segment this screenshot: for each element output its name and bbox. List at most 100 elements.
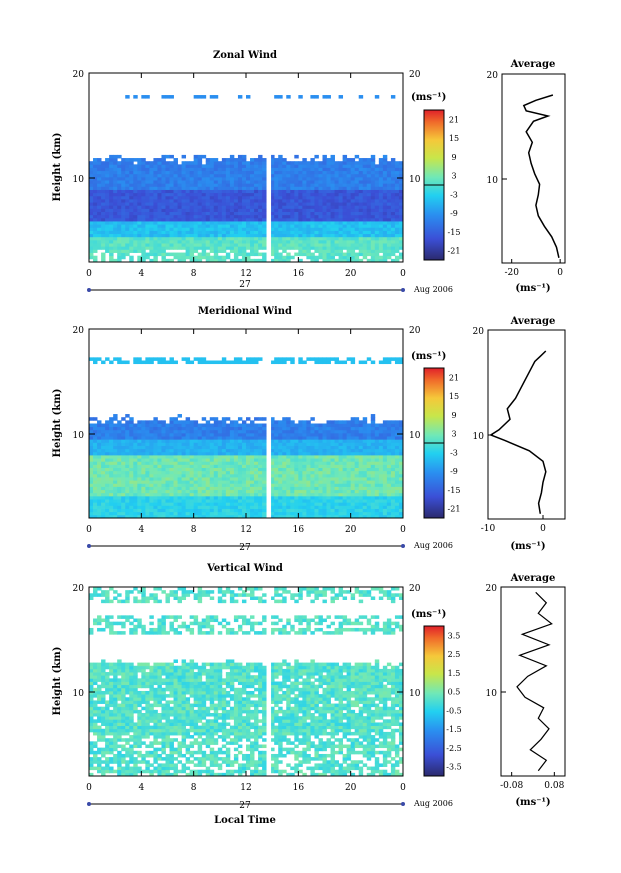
heatmap-cell (286, 467, 291, 472)
heatmap-cell (282, 442, 287, 446)
heatmap-cell (237, 473, 243, 478)
heatmap-cell (105, 439, 110, 443)
heatmap-cell (149, 436, 154, 440)
heatmap-cell (318, 164, 323, 168)
heatmap-cell (334, 492, 339, 497)
heatmap-cell (386, 214, 392, 219)
heatmap-cell (310, 208, 315, 212)
heatmap-cell (318, 505, 323, 509)
heatmap-cell (378, 508, 384, 513)
heatmap-cell (354, 167, 360, 172)
heatmap-cell (197, 432, 203, 437)
heatmap-cell (129, 195, 134, 200)
heatmap-cell (342, 192, 348, 197)
heatmap-cell (225, 224, 231, 228)
heatmap-cell (398, 252, 404, 257)
heatmap-cell (209, 499, 215, 503)
heatmap-cell (181, 455, 187, 459)
heatmap-cell (290, 426, 295, 431)
heatmap-cell (121, 176, 126, 181)
heatmap-cell (157, 448, 162, 453)
heatmap-cell (217, 230, 223, 235)
heatmap-cell (237, 233, 243, 238)
heatmap-cell (125, 180, 130, 184)
heatmap-cell (338, 239, 344, 244)
heatmap-cell (197, 499, 203, 503)
heatmap-cell (89, 492, 94, 497)
heatmap-cell (101, 243, 106, 247)
heatmap-cell (338, 470, 344, 475)
heatmap-cell (302, 470, 307, 475)
heatmap-cell (205, 492, 211, 497)
x-ticks: 0 4 8 12 16 20 0 (86, 73, 406, 279)
heatmap-cell (330, 243, 335, 247)
heatmap-cell (149, 508, 154, 513)
heatmap-cell (141, 180, 146, 184)
heatmap-cell (302, 455, 307, 459)
heatmap-cell (346, 208, 352, 212)
heatmap-cell (250, 189, 255, 194)
heatmap-cell (370, 508, 376, 513)
heatmap-cell (237, 224, 243, 228)
heatmap-cell (201, 442, 207, 446)
heatmap-cell (374, 448, 380, 453)
heatmap-cell (350, 499, 356, 503)
heatmap-cell (201, 429, 207, 434)
heatmap-cell (314, 170, 319, 175)
heatmap-cell (185, 230, 191, 235)
heatmap-cell (246, 243, 251, 247)
heatmap-cell (93, 508, 98, 513)
heatmap-cell (382, 432, 388, 437)
date-bar-right-marker (401, 288, 405, 292)
heatmap-cell (366, 214, 372, 219)
heatmap-cell (101, 495, 106, 500)
heatmap-cell (302, 217, 307, 222)
heatmap-cell (241, 246, 247, 250)
heatmap-cell (250, 208, 255, 212)
heatmap-cell (129, 205, 134, 209)
heatmap-cell (274, 224, 279, 228)
heatmap-cell (346, 246, 352, 250)
heatmap-cell (322, 161, 327, 165)
heatmap-cell (221, 233, 227, 238)
heatmap-cell (374, 195, 380, 200)
heatmap-cell (209, 426, 215, 431)
heatmap-cell (105, 448, 110, 453)
heatmap-cell (326, 429, 331, 434)
colorbar-tick-label: -3 (450, 190, 458, 199)
heatmap-cell (314, 451, 319, 456)
heatmap-cell (229, 192, 235, 197)
heatmap-cell (346, 195, 352, 200)
heatmap-cell (326, 458, 331, 462)
heatmap-cell (262, 239, 267, 244)
heatmap-cell (237, 170, 243, 175)
heatmap-cell (358, 423, 364, 428)
heatmap-cell (177, 423, 182, 428)
heatmap-cell (322, 429, 327, 434)
heatmap-cell (133, 239, 138, 244)
heatmap-cell (193, 217, 199, 222)
heatmap-cell (113, 154, 118, 159)
heatmap-cell (225, 480, 231, 484)
heatmap-cell (177, 236, 182, 241)
heatmap-cell (254, 183, 259, 187)
heatmap-cell (89, 252, 94, 257)
heatmap-cell (350, 458, 356, 462)
heatmap-cell (209, 214, 215, 219)
heatmap-cell (225, 195, 231, 200)
heatmap-cell (354, 420, 360, 424)
heatmap-cell (370, 170, 376, 175)
heatmap-cell (185, 221, 191, 225)
heatmap-cell (149, 445, 154, 450)
heatmap-cell (270, 448, 275, 453)
heatmap-cell (286, 202, 291, 206)
heatmap-cell (342, 499, 348, 503)
heatmap-cell (342, 167, 348, 172)
heatmap-cell (109, 429, 114, 434)
heatmap-cell (193, 423, 199, 428)
heatmap-cell (394, 202, 400, 206)
heatmap-cell (209, 192, 215, 197)
heatmap-cell (229, 164, 235, 168)
y-tick-label-right: 20 (409, 70, 421, 80)
heatmap-cell (382, 186, 388, 190)
